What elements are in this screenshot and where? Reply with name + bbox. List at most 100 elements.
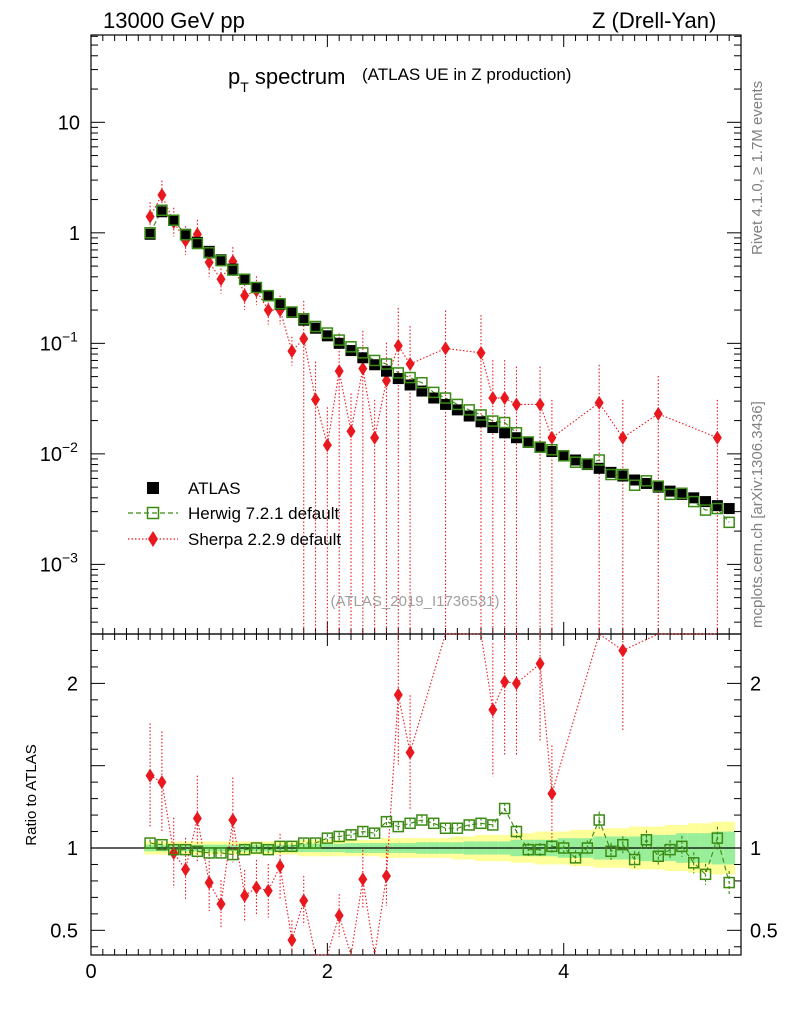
atlas-point — [156, 206, 168, 218]
sherpa-point — [311, 392, 321, 407]
herwig-point — [640, 475, 653, 487]
ratio-y-axis-label: Ratio to ATLAS — [23, 744, 40, 845]
atlas-point — [274, 298, 286, 310]
herwig-point — [534, 441, 546, 453]
atlas-point — [534, 441, 546, 453]
atlas-point — [499, 427, 511, 439]
herwig-ratio-point — [581, 842, 594, 854]
herwig-ratio-line — [150, 807, 730, 883]
sherpa-point — [535, 397, 545, 412]
atlas-point — [593, 462, 605, 474]
legend-herwig-label: Herwig 7.2.1 default — [188, 504, 339, 523]
herwig-ratio-point — [487, 819, 499, 831]
sherpa-point — [346, 424, 356, 439]
herwig-ratio-point — [522, 843, 535, 856]
sherpa-ratio-point — [275, 859, 285, 874]
header-right-label: Z (Drell-Yan) — [592, 8, 717, 33]
sherpa-point — [488, 391, 498, 406]
y-tick-label: 1 — [69, 223, 80, 245]
herwig-point — [593, 454, 605, 466]
atlas-point — [321, 330, 333, 342]
ratio-y-tick-label: 0.5 — [50, 920, 78, 942]
analysis-tag: (ATLAS_2019_I1736531) — [330, 593, 499, 610]
herwig-ratio-point — [144, 837, 156, 849]
herwig-point — [238, 273, 251, 286]
herwig-point — [156, 204, 168, 217]
sherpa-ratio-point — [299, 893, 309, 908]
atlas-point — [487, 422, 499, 434]
herwig-point — [191, 237, 204, 250]
atlas-point — [310, 322, 322, 334]
herwig-point — [676, 487, 688, 500]
herwig-point — [439, 392, 452, 404]
sherpa-line — [149, 193, 718, 446]
atlas-point — [700, 496, 712, 508]
herwig-ratio-point — [699, 868, 712, 881]
main-plot-marks — [144, 180, 735, 634]
sherpa-point — [334, 364, 344, 379]
herwig-ratio-point — [416, 814, 428, 826]
herwig-point — [368, 354, 381, 367]
herwig-ratio-point — [238, 843, 251, 856]
ratio-plot-marks — [144, 633, 735, 956]
herwig-point — [427, 386, 440, 399]
atlas-point — [168, 214, 180, 226]
herwig-point — [297, 312, 310, 325]
herwig-ratio-point — [475, 817, 487, 830]
atlas-point — [262, 290, 274, 302]
herwig-point — [451, 398, 464, 411]
herwig-ratio-point — [687, 857, 700, 869]
herwig-point — [605, 468, 617, 481]
herwig-point — [711, 502, 724, 515]
sherpa-ratio-point — [547, 786, 557, 801]
sherpa-ratio-point — [263, 883, 273, 898]
ratio-frame — [90, 633, 742, 956]
sherpa-point — [322, 438, 332, 453]
herwig-point — [215, 254, 227, 267]
sherpa-point — [204, 255, 214, 270]
herwig-ratio-point — [262, 843, 275, 856]
sherpa-ratio-point — [334, 908, 344, 923]
herwig-ratio-point — [652, 850, 665, 862]
herwig-point — [569, 456, 582, 468]
sherpa-point — [500, 391, 510, 406]
herwig-ratio-point — [345, 829, 357, 841]
atlas-point — [640, 477, 652, 489]
atlas-point — [570, 454, 582, 466]
herwig-ratio-point — [723, 876, 735, 889]
herwig-point — [286, 306, 298, 318]
herwig-ratio-point — [557, 842, 570, 854]
herwig-ratio-point — [569, 852, 582, 864]
herwig-point — [522, 436, 535, 448]
herwig-point — [557, 450, 570, 462]
y-tick-label: 10 — [58, 112, 80, 134]
herwig-ratio-point — [380, 815, 393, 828]
herwig-point — [144, 227, 156, 239]
x-tick-label: 0 — [85, 961, 96, 983]
herwig-point — [309, 320, 322, 333]
main-plot-axes: 10 1 10−1 10−2 10−3 — [40, 34, 742, 635]
herwig-ratio-point — [392, 820, 405, 833]
herwig-ratio-point — [357, 825, 369, 838]
herwig-ratio-point — [368, 827, 381, 839]
herwig-ratio-point — [498, 802, 511, 815]
herwig-ratio-point — [439, 822, 452, 834]
atlas-point — [144, 228, 156, 240]
herwig-ratio-point — [546, 840, 558, 853]
atlas-point — [215, 254, 227, 266]
herwig-ratio-point — [286, 840, 298, 853]
herwig-point — [475, 409, 487, 421]
atlas-point — [404, 379, 416, 391]
herwig-ratio-point — [333, 830, 345, 843]
herwig-ratio-point — [404, 817, 416, 830]
atlas-point — [581, 459, 593, 471]
ratio-y-tick-label-right: 0.5 — [750, 920, 778, 942]
plot-title: pT spectrum — [228, 64, 345, 95]
sherpa-point — [618, 430, 628, 445]
herwig-point — [227, 264, 239, 276]
atlas-point — [440, 398, 452, 410]
sherpa-ratio-point — [511, 676, 521, 691]
y-tick-label: 10−3 — [40, 549, 78, 576]
atlas-point — [380, 365, 392, 377]
